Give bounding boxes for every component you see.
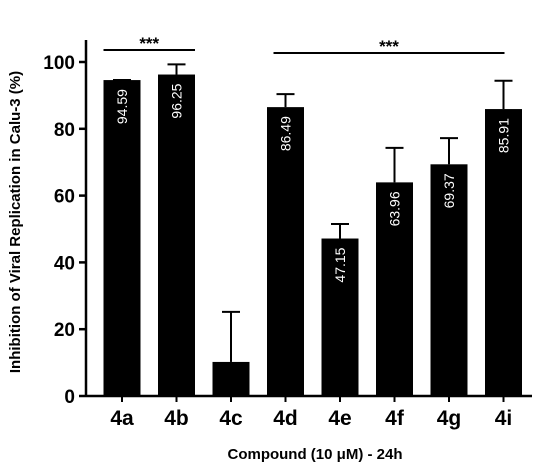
bar: [267, 107, 304, 396]
bar: [103, 80, 141, 396]
y-tick-label: 100: [43, 53, 75, 74]
bar: [376, 182, 413, 396]
y-tick-label: 80: [54, 120, 75, 141]
bar-value-label: 47.15: [332, 247, 348, 282]
bar: [430, 164, 468, 396]
bar-value-label: 63.96: [387, 191, 403, 226]
x-tick-label: 4i: [495, 407, 513, 430]
bar-value-label: 96.25: [169, 83, 185, 118]
x-tick-label: 4d: [273, 407, 298, 430]
x-tick-label: 4f: [385, 407, 405, 430]
y-tick-label: 60: [54, 187, 75, 208]
bar-value-label: 69.37: [441, 173, 457, 208]
x-tick-label: 4e: [328, 407, 351, 430]
plot-area: 0 20 40 60 80 100 4a 94.59 4b 96.25 4c 4d 86.49 4e 47.…: [43, 34, 532, 430]
x-tick-label: 4g: [437, 407, 462, 430]
x-tick-label: 4c: [219, 407, 243, 430]
bar: [212, 361, 250, 396]
y-tick-label: 20: [54, 320, 75, 341]
bar: [158, 74, 195, 397]
significance-label: ***: [379, 37, 399, 56]
bar-value-label: 85.91: [496, 118, 512, 153]
bar: [485, 109, 522, 396]
bar-value-label: 94.59: [114, 89, 130, 124]
x-tick-label: 4b: [164, 407, 189, 430]
y-axis-title: Inhibition of Viral Replication in Calu-…: [7, 71, 24, 373]
x-axis-title: Compound (10 μM) - 24h: [227, 446, 402, 463]
y-tick-label: 0: [64, 387, 75, 408]
significance-label: ***: [139, 34, 159, 53]
y-tick-label: 40: [54, 253, 75, 274]
bar: [321, 238, 359, 396]
bar-value-label: 86.49: [278, 116, 294, 151]
x-tick-label: 4a: [110, 407, 134, 430]
